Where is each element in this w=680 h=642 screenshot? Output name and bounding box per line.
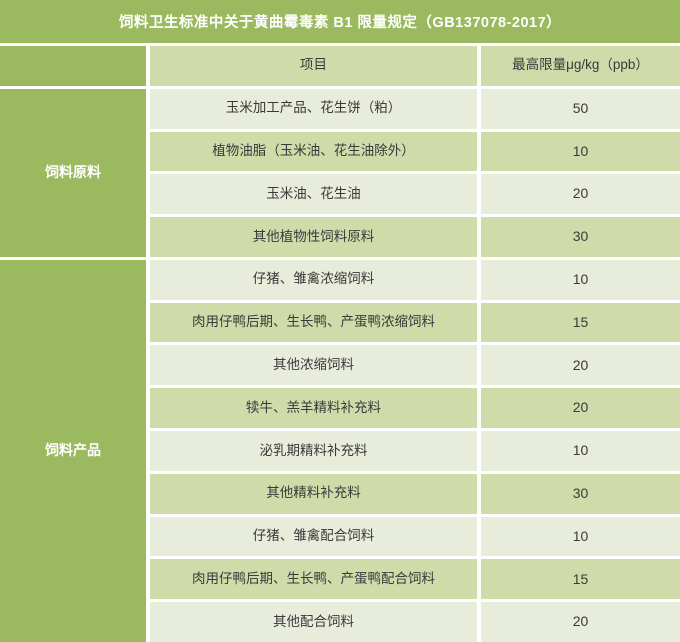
item-cell: 仔猪、雏禽浓缩饲料 [150,259,477,300]
item-cell: 肉用仔鸭后期、生长鸭、产蛋鸭配合饲料 [150,559,477,600]
value-cell: 50 [481,88,680,129]
value-cell: 20 [481,388,680,429]
corner-spacer-cell [0,46,146,86]
item-cell: 植物油脂（玉米油、花生油除外） [150,131,477,172]
table-title: 饲料卫生标准中关于黄曲霉毒素 B1 限量规定（GB137078-2017） [0,0,680,43]
value-cell: 10 [481,131,680,172]
item-cell: 其他植物性饲料原料 [150,217,477,257]
item-cell: 仔猪、雏禽配合饲料 [150,516,477,557]
value-cell: 20 [481,602,680,642]
item-cell: 犊牛、羔羊精料补充料 [150,388,477,429]
item-cell: 玉米加工产品、花生饼（粕） [150,88,477,129]
value-cell: 20 [481,345,680,386]
value-cell: 10 [481,516,680,557]
column-header-item: 项目 [150,46,477,86]
row-group-feed-raw-materials: 饲料原料 [0,88,146,257]
value-cell: 30 [481,473,680,514]
data-table: 饲料原料 饲料产品 项目 最高限量μg/kg（ppb） 玉米加工产品、花生饼（粕… [0,46,680,642]
value-cell: 15 [481,302,680,343]
item-cell: 玉米油、花生油 [150,174,477,215]
item-cell: 其他精料补充料 [150,473,477,514]
value-cell: 30 [481,217,680,257]
column-header-max-limit: 最高限量μg/kg（ppb） [481,46,680,86]
item-cell: 其他浓缩饲料 [150,345,477,386]
value-cell: 20 [481,174,680,215]
item-cell: 泌乳期精料补充料 [150,431,477,471]
item-cell: 其他配合饲料 [150,602,477,642]
value-cell: 10 [481,431,680,471]
value-cell: 15 [481,559,680,600]
item-cell: 肉用仔鸭后期、生长鸭、产蛋鸭浓缩饲料 [150,302,477,343]
value-cell: 10 [481,259,680,300]
row-group-feed-products: 饲料产品 [0,259,146,642]
